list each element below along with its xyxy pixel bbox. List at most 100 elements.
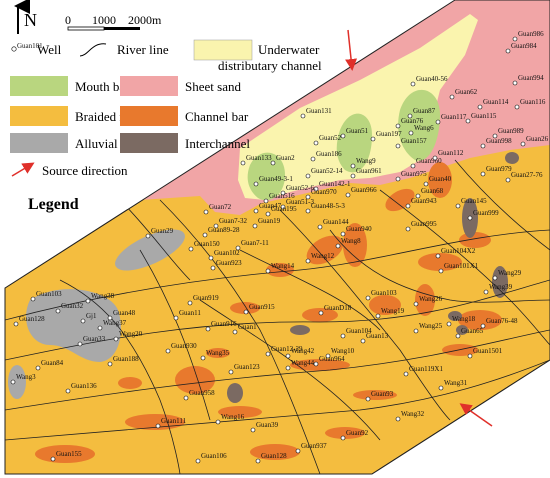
legend-label: Well (37, 42, 62, 57)
well-label: Guan961 (356, 167, 382, 175)
well-marker (455, 203, 461, 209)
well-label: Guan1 (238, 323, 257, 331)
well-label: Wang20 (119, 330, 143, 338)
well-label: Wang35 (206, 349, 230, 357)
well-marker (235, 245, 241, 251)
well-marker (232, 329, 238, 335)
well-marker (505, 48, 511, 54)
well-marker (210, 265, 216, 271)
well-marker (407, 113, 413, 119)
well-marker (395, 123, 401, 129)
well-label: Guan989 (498, 127, 524, 135)
well-marker (228, 369, 234, 375)
well-marker (55, 308, 61, 314)
well-marker (107, 361, 113, 367)
well-label: Guan39 (256, 421, 279, 429)
well-marker (408, 130, 414, 136)
channel-bars (35, 162, 502, 463)
well-marker (305, 173, 311, 179)
well-label: Guan52-14 (311, 167, 343, 175)
well-label: Guan136 (71, 382, 97, 390)
well-label: Guan65 (461, 327, 484, 335)
well-marker (480, 323, 486, 329)
well-label: Gj1 (86, 312, 97, 320)
well-label: Guan186 (316, 150, 342, 158)
well-marker (467, 353, 473, 359)
well-marker (295, 448, 301, 454)
well-marker (305, 194, 311, 200)
well-label: Guan93 (371, 390, 394, 398)
well-marker (365, 396, 371, 402)
well-marker (243, 309, 249, 315)
well-marker (415, 193, 421, 199)
well-label: Guan52-6 (286, 184, 314, 192)
well-marker (483, 289, 489, 295)
well-marker (449, 94, 455, 100)
well-marker (477, 104, 483, 110)
well-label: Guan155 (56, 450, 82, 458)
well-label: GuanD18 (324, 304, 352, 312)
well-label: Guan915 (249, 303, 275, 311)
well-label: Guan111 (161, 417, 187, 425)
well-label: Guan117 (441, 113, 467, 121)
well-marker (305, 208, 311, 214)
well-label: Guan29 (151, 227, 174, 235)
well-marker (512, 80, 518, 86)
well-label: Guan47 (259, 202, 282, 210)
well-marker (195, 458, 201, 464)
well-label: Guan49-3-1 (259, 175, 293, 183)
source-arrow (459, 403, 493, 427)
well-marker (253, 181, 259, 187)
well-marker (250, 427, 256, 433)
well-marker (465, 118, 471, 124)
well-label: Wang29 (498, 269, 522, 277)
scale-label: 1000 (92, 13, 116, 27)
well-label: Wang32 (401, 410, 425, 418)
well-label: Wang31 (444, 379, 468, 387)
well-label: Guan11 (179, 309, 201, 317)
well-marker (492, 133, 498, 139)
well-label: Guan943 (411, 197, 437, 205)
well-label: Guan68 (421, 187, 444, 195)
well-marker (318, 310, 324, 316)
legend-label: Underwater (258, 42, 320, 57)
well-label: Guan128 (261, 452, 287, 460)
well-label: Guan144 (323, 218, 349, 226)
well-label: Wang18 (452, 315, 476, 323)
well-marker (305, 258, 311, 264)
alluvial-plain (26, 289, 121, 362)
north-label: N (24, 10, 37, 30)
well-label: Guan975 (401, 170, 427, 178)
well-label: Guan104X2 (441, 247, 476, 255)
well-marker (432, 155, 438, 161)
well-label: Guan994 (518, 74, 544, 82)
well-marker (208, 255, 214, 261)
river-lines (5, 159, 550, 474)
well-label: Guan998 (486, 137, 512, 145)
well-marker (65, 388, 71, 394)
scale-label: 0 (65, 13, 71, 27)
well-marker (80, 318, 86, 324)
well-label: Guan27-76 (511, 171, 543, 179)
well-label: Guan51 (346, 127, 369, 135)
well-label: Guan102 (214, 249, 240, 257)
well-label: Wang9 (356, 157, 376, 165)
well-label: Wang19 (381, 307, 405, 315)
well-label: Wang39 (489, 283, 513, 291)
well-marker (365, 295, 371, 301)
well-marker (438, 385, 444, 391)
well-marker (265, 268, 271, 274)
well-marker (395, 143, 401, 149)
well-marker (173, 315, 179, 321)
well-marker (205, 326, 211, 332)
well-marker (520, 141, 526, 147)
well-marker (435, 119, 441, 125)
well-label: Wang38 (91, 292, 115, 300)
well-label: Guan12-29 (271, 345, 303, 353)
well-marker (413, 301, 419, 307)
legend-label: Channel bar (185, 109, 249, 124)
scale-bar: 0 1000 2000 m (65, 13, 162, 31)
well-label: Guan960 (416, 157, 442, 165)
well-label: Guan979 (486, 165, 512, 173)
well-marker (313, 140, 319, 146)
